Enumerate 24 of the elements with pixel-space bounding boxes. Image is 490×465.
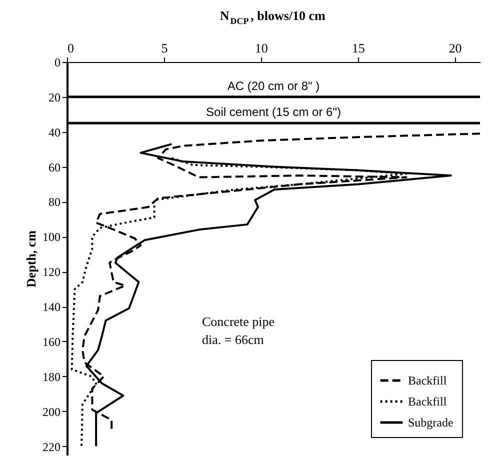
x-tick-label: 5 (161, 40, 168, 56)
y-tick-label: 200 (42, 404, 60, 419)
y-tick-label: 80 (48, 195, 60, 210)
y-tick-label: 0 (54, 56, 60, 70)
ref-line-label: AC (20 cm or 8" ) (227, 78, 320, 93)
x-tick-label: 10 (254, 40, 268, 56)
y-tick-label: 220 (42, 440, 60, 454)
y-tick-label: 20 (48, 90, 60, 104)
annotation: Concrete pipe dia. = 66cm (202, 314, 275, 347)
y-tick-label: 60 (48, 160, 60, 174)
y-tick-label: 180 (42, 370, 60, 384)
y-tick-label: 40 (48, 125, 60, 140)
y-tick-label: 160 (42, 334, 60, 349)
x-tick-label: 15 (352, 40, 365, 56)
y-axis-title: Depth, cm (24, 230, 38, 288)
y-tick-label: 140 (42, 300, 60, 314)
y-tick-label: 100 (42, 230, 60, 244)
x-tick-label: 20 (448, 40, 462, 56)
legend-label: Backfill (408, 394, 448, 408)
y-tick-label: 120 (42, 265, 60, 280)
legend-label: Subgrade (408, 416, 454, 430)
legend-label: Backfill (408, 374, 448, 388)
x-tick-label: 0 (68, 40, 74, 56)
ref-line-label: Soil cement (15 cm or 6") (206, 105, 341, 120)
